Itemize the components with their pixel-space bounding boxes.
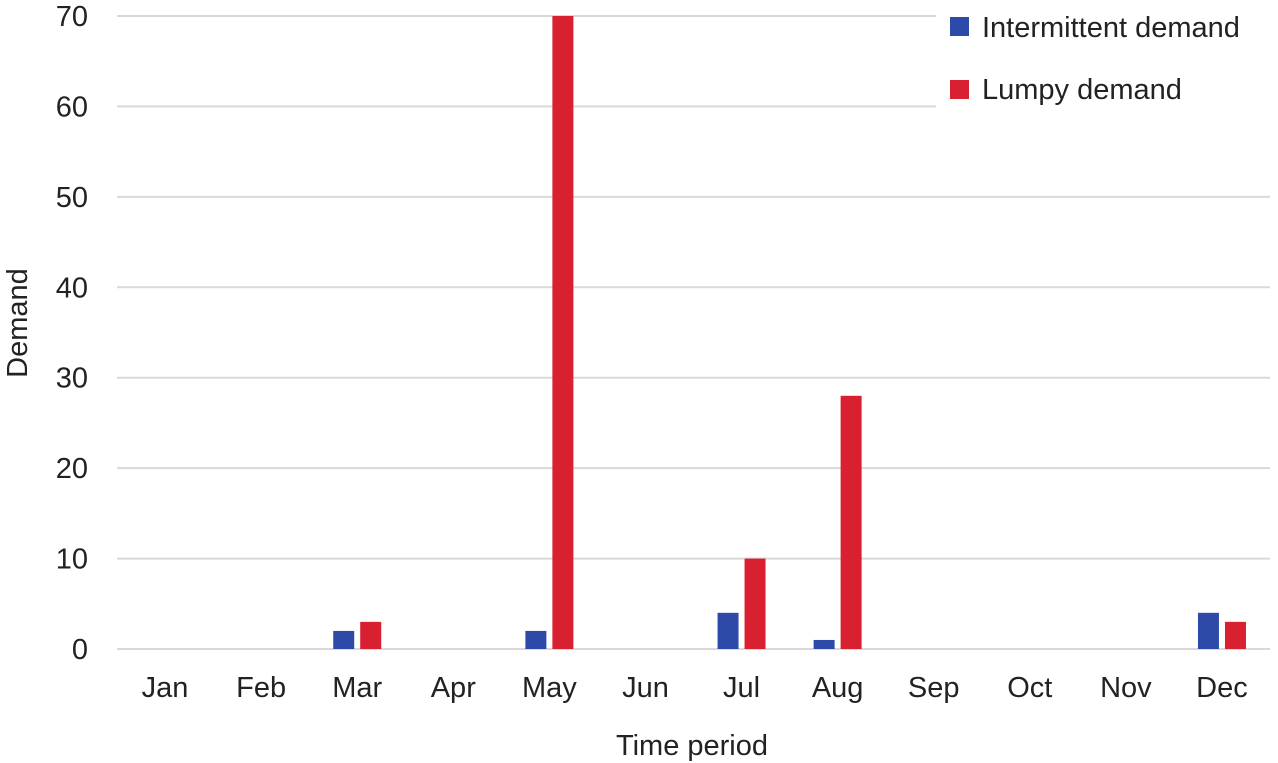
- x-axis-title: Time period: [616, 730, 768, 762]
- bar-intermittent-aug: [813, 639, 835, 649]
- x-axis-ticks: Jan Feb Mar Apr May Jun Jul Aug Sep Oct Nov Dec: [142, 672, 1248, 704]
- y-tick-label: 40: [56, 272, 88, 304]
- y-tick-label: 10: [56, 544, 88, 576]
- x-tick-label: Apr: [431, 672, 476, 704]
- x-tick-label: Aug: [812, 672, 864, 704]
- x-tick-label: Feb: [236, 672, 286, 704]
- legend-label-lumpy: Lumpy demand: [982, 74, 1182, 106]
- legend-swatch-lumpy: [950, 80, 969, 99]
- x-tick-label: Oct: [1007, 672, 1052, 704]
- bar-intermittent-jul: [717, 612, 739, 649]
- y-tick-label: 70: [56, 1, 88, 33]
- y-axis-ticks: 0 10 20 30 40 50 60 70: [56, 1, 88, 666]
- x-tick-label: Mar: [332, 672, 382, 704]
- bar-lumpy-mar: [360, 621, 382, 649]
- x-tick-label: Dec: [1196, 672, 1248, 704]
- bar-lumpy-aug: [840, 395, 862, 649]
- y-tick-label: 30: [56, 363, 88, 395]
- x-tick-label: Sep: [908, 672, 960, 704]
- y-tick-label: 60: [56, 91, 88, 123]
- legend-label-intermittent: Intermittent demand: [982, 12, 1240, 44]
- legend-background: [936, 0, 1278, 110]
- y-tick-label: 50: [56, 182, 88, 214]
- bar-intermittent-dec: [1197, 612, 1219, 649]
- x-tick-label: Nov: [1100, 672, 1152, 704]
- y-tick-label: 0: [72, 634, 88, 666]
- bar-lumpy-may: [552, 16, 574, 649]
- bar-intermittent-mar: [333, 630, 355, 649]
- y-tick-label: 20: [56, 453, 88, 485]
- x-tick-label: Jan: [142, 672, 189, 704]
- bar-lumpy-dec: [1224, 621, 1246, 649]
- gridlines: [117, 15, 1270, 650]
- bars: [333, 16, 1246, 649]
- bar-lumpy-jul: [744, 558, 766, 649]
- bar-intermittent-may: [525, 630, 547, 649]
- x-tick-label: Jun: [622, 672, 669, 704]
- legend-swatch-intermittent: [950, 17, 969, 36]
- y-axis-title: Demand: [2, 268, 34, 378]
- x-tick-label: May: [522, 672, 577, 704]
- x-tick-label: Jul: [723, 672, 760, 704]
